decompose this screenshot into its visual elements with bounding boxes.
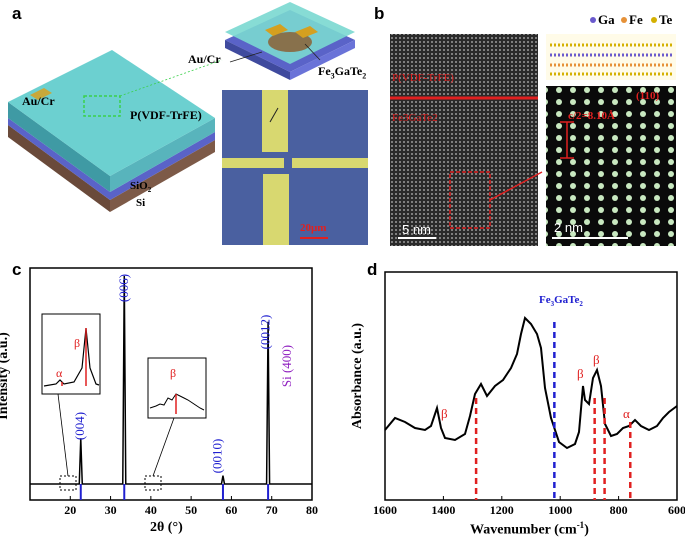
xrd-tick-label: 70 — [266, 503, 278, 517]
ftir-fgt-fe: Fe — [539, 294, 551, 306]
optical-scalebar: 20μm — [300, 222, 327, 234]
legend-te: Te — [659, 12, 673, 27]
ftir-beta-882: β — [577, 366, 584, 381]
ftir-xlabel-end: ) — [584, 522, 589, 538]
tem-scale-left: 5 nm — [402, 222, 431, 237]
xrd-tick-label: 50 — [185, 503, 197, 517]
ftir-xlabel-main: Wavenumber (cm — [470, 522, 577, 538]
ftir-tick-label: 800 — [610, 503, 628, 517]
fgt-sub2: 2 — [362, 71, 367, 81]
peak-si400: Si (400) — [279, 344, 295, 388]
ftir-fgt-sub1: 3 — [550, 300, 555, 309]
tem-fgt-label: Fe3GaTe2 — [392, 112, 438, 124]
xrd-tick-label: 80 — [306, 503, 318, 517]
peak-0010: (0010) — [209, 438, 225, 474]
xrd-xlabel: 2θ (°) — [150, 520, 183, 535]
ftir-spectrum — [384, 316, 678, 450]
tem-plane: (110) — [636, 90, 660, 102]
si-label: Si — [136, 197, 146, 209]
xrd-alpha: α — [56, 366, 63, 380]
crystal-atoms — [550, 43, 672, 76]
tem-left — [390, 34, 538, 246]
inset-2-frame — [147, 357, 207, 419]
xrd-ylabel: Intensity (a.u.) — [0, 332, 11, 420]
si-layer-side — [8, 125, 110, 212]
panel-b: b P(VDF-TrFE) — [370, 0, 685, 255]
ftir-xlabel: Wavenumber (cm-1) — [470, 520, 589, 539]
panel-label-d: d — [367, 260, 378, 279]
sio2-layer — [8, 118, 215, 200]
fgt-flake — [268, 32, 312, 52]
legend-ga: Ga — [598, 12, 615, 27]
aucr-label-left: Au/Cr — [22, 94, 55, 108]
pvdf-label: P(VDF-TrFE) — [130, 108, 202, 122]
fe-dot — [621, 17, 627, 23]
xrd-tick-label: 20 — [64, 503, 76, 517]
inset-1-curve — [43, 327, 100, 387]
panel-label-c: c — [12, 260, 22, 279]
pvdf-front — [110, 118, 215, 192]
pvdf-side — [8, 102, 110, 192]
ftir-tick-label: 1600 — [373, 503, 397, 517]
peak-0012: (0012) — [257, 314, 273, 350]
ftir-tick-label: 1000 — [548, 503, 572, 517]
sio2-sub: 2 — [147, 186, 152, 195]
te-dot — [651, 17, 657, 23]
legend-fe: Fe — [629, 12, 643, 27]
xrd-beta2: β — [170, 366, 177, 380]
fgt-label: Fe3GaTe2 — [318, 64, 366, 80]
xrd-chart: 20 30 40 50 60 70 80 — [29, 267, 318, 517]
ftir-beta-848: β — [593, 352, 600, 367]
xrd-tick-label: 60 — [225, 503, 237, 517]
sio2-main: SiO — [130, 180, 148, 192]
ga-dot — [590, 17, 596, 23]
ftir-alpha-760: α — [623, 406, 630, 421]
xrd-beta1: β — [74, 336, 81, 350]
tem-right — [546, 86, 676, 246]
device-schematic — [8, 2, 368, 245]
si-layer-front — [110, 140, 215, 212]
panel-label-b: b — [374, 4, 385, 23]
ftir-fgt-gate: GaTe — [554, 294, 580, 306]
crystal-model — [546, 34, 676, 80]
xrd-tick-label: 40 — [145, 503, 157, 517]
ftir-beta-1288: β — [441, 406, 448, 421]
ftir-ylabel: Absorbance (a.u.) — [350, 322, 366, 430]
panel-d: d 1600 1400 1200 1000 800 600 Wavenumber (cm-… — [345, 258, 685, 538]
sio2-label: SiO2 — [130, 180, 151, 194]
tem-images — [390, 17, 676, 246]
ftir-tick-label: 600 — [668, 503, 685, 517]
ftir-chart: 1600 1400 1200 1000 800 600 — [373, 271, 685, 517]
aucr-pad-left — [30, 88, 52, 100]
fgt-fe: Fe — [318, 64, 331, 78]
inset-1-frame — [41, 313, 101, 395]
ftir-xlabel-sup: -1 — [576, 520, 585, 530]
aucr-label-top: Au/Cr — [188, 52, 221, 66]
tem-pvdf-label: P(VDF-TrFE) — [392, 72, 454, 84]
tem-scale-right: 2 nm — [554, 220, 583, 235]
xrd-spectrum — [30, 275, 312, 485]
xrd-frame — [29, 267, 313, 501]
ftir-tick-label: 1400 — [431, 503, 455, 517]
fgt-gate: GaTe — [334, 64, 363, 78]
ftir-fgt-label: Fe3GaTe2 — [539, 294, 583, 308]
zoom-box — [83, 95, 121, 117]
pvdf-top — [8, 50, 215, 176]
xrd-tick-label: 30 — [105, 503, 117, 517]
ftir-fgt-sub2: 2 — [579, 300, 583, 309]
peak-004: (004) — [72, 411, 88, 441]
fgt-sub1: 3 — [330, 71, 335, 81]
ftir-tick-label: 1200 — [490, 503, 514, 517]
panel-label-a: a — [12, 4, 22, 23]
peak-006: (006) — [116, 273, 132, 303]
panel-c: c 20 30 40 50 60 70 80 2θ (°) Intensity (a.u.)… — [0, 258, 330, 538]
tem-spacing: c/2=8.10Å — [568, 110, 615, 122]
ftir-frame — [384, 271, 678, 501]
panel-a: a Au/Cr Au/Cr P(VDF-TrFE) — [0, 0, 375, 255]
